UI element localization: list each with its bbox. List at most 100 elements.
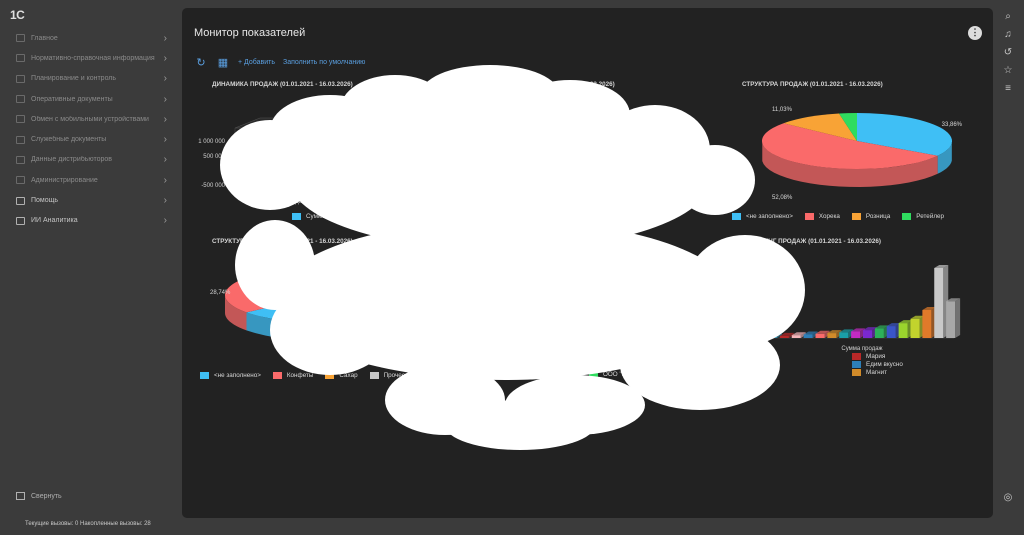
legend-label: Дизу <box>741 361 755 368</box>
sidebar: Главное › Нормативно-справочная информация… <box>0 28 175 231</box>
chart-4-title: СТРУКТУРА ПРОДАЖ (01.01.2021 - 16.03.202… <box>212 238 353 245</box>
toolbar: ↻ ▦ + Добавить Заполнить по умолчанию <box>194 56 365 69</box>
legend-swatch <box>538 213 547 220</box>
fill-default-button[interactable]: Заполнить по умолчанию <box>282 59 366 66</box>
legend-item[interactable]: Мария <box>852 353 962 360</box>
legend-item[interactable]: Попов С. А. <box>727 353 852 360</box>
nav-icon <box>16 135 25 144</box>
legend-item[interactable]: <не заполнено> <box>732 213 793 220</box>
legend-item[interactable]: Розница <box>851 213 890 220</box>
legend-item[interactable]: Мария <box>727 369 852 376</box>
bar-top <box>874 325 889 329</box>
legend-item[interactable]: Ретейлер <box>902 213 944 220</box>
sidebar-item-label: Помощь <box>31 197 59 205</box>
sidebar-item[interactable]: Оперативные документы › <box>0 89 175 109</box>
sidebar-item[interactable]: Нормативно-справочная информация › <box>0 48 175 68</box>
c1-area-top <box>300 112 415 120</box>
legend-label: Торговый дом "Тест" <box>508 362 568 369</box>
legend-item[interactable]: Магнит <box>852 369 962 376</box>
c1-ytick: 500 000 <box>203 154 225 160</box>
bar <box>863 330 872 338</box>
sidebar-item-label: ИИ Аналитика <box>31 217 78 225</box>
sidebar-collapse-button[interactable]: Свернуть <box>16 492 62 500</box>
sidebar-item[interactable]: Служебные документы › <box>0 129 175 149</box>
sidebar-item[interactable]: Администрирование › <box>0 170 175 190</box>
legend-item[interactable]: Сахар <box>325 372 358 379</box>
pie-slice <box>857 113 952 156</box>
bar-top <box>863 327 877 331</box>
legend-item[interactable]: Дублирование вторички <box>494 371 589 378</box>
sidebar-item[interactable]: Планирование и контроль › <box>0 69 175 89</box>
refresh-icon[interactable]: ↻ <box>196 57 206 69</box>
sidebar-item-label: Обмен с мобильными устройствами <box>31 115 149 123</box>
legend-swatch <box>494 362 503 369</box>
menu-icon[interactable]: ≡ <box>1005 83 1011 94</box>
legend-label: Мария <box>866 353 886 360</box>
legend-label: <не заполнено> <box>214 372 261 379</box>
chart-2-legend: Количество продаж (чеков) <box>538 213 632 220</box>
legend-swatch <box>902 213 912 220</box>
legend-swatch <box>727 361 736 368</box>
legend-label: <не заполнено> <box>746 213 793 220</box>
bar-top <box>506 341 546 346</box>
c2-bar <box>507 170 582 177</box>
legend-item[interactable]: Едим вкусно <box>852 361 962 368</box>
nav-icon <box>16 115 25 124</box>
search-icon[interactable]: ⌕ <box>1005 11 1011 22</box>
legend-swatch <box>272 372 282 379</box>
pie-slice <box>839 113 857 141</box>
chevron-right-icon: › <box>163 32 167 44</box>
legend-item[interactable]: ООО "Фотон" <box>589 362 699 369</box>
c1-xtick: янв. 2024 <box>383 176 389 200</box>
legend-item[interactable]: Дизу <box>727 361 852 368</box>
legend-label: Дублирование вторички <box>508 371 579 378</box>
kebab-icon[interactable]: ⋮ <box>968 26 982 40</box>
dashboard-panel: Монитор показателей ⋮ ↻ ▦ + Добавить Зап… <box>182 8 993 518</box>
bar <box>581 292 615 348</box>
star-icon[interactable]: ☆ <box>1003 65 1013 76</box>
y-tick: 500 000 <box>477 319 498 325</box>
sidebar-item-label: Нормативно-справочная информация <box>31 54 155 62</box>
c2-ytick: 0 <box>467 191 471 197</box>
legend-label: Прочее <box>383 372 406 379</box>
legend-item[interactable]: Торговый дом "Тест" <box>494 362 589 369</box>
c1-xtick: окт. 2023 <box>395 169 401 192</box>
user-icon[interactable]: ◎ <box>1003 492 1013 503</box>
legend-item[interactable]: Конфеты <box>272 372 314 379</box>
bar-top <box>922 307 937 310</box>
sidebar-item[interactable]: Обмен с мобильными устройствами › <box>0 109 175 129</box>
legend-item[interactable]: Хорека <box>804 213 840 220</box>
bell-icon[interactable]: ♫ <box>1004 29 1012 40</box>
sidebar-item[interactable]: Помощь › <box>0 190 175 210</box>
add-button[interactable]: + Добавить <box>238 59 275 66</box>
c1-xtick: июль <box>371 193 377 206</box>
sidebar-item[interactable]: Данные дистрибьюторов › <box>0 150 175 170</box>
settings-icon[interactable]: ▦ <box>217 57 229 69</box>
bar <box>910 318 920 338</box>
legend-item[interactable]: ООО "Грилл" <box>589 371 699 378</box>
collapse-label: Свернуть <box>31 492 62 500</box>
legend-item[interactable]: <не заполнено> <box>200 372 261 379</box>
bar-top <box>815 330 830 334</box>
sidebar-item[interactable]: ИИ Аналитика › <box>0 211 175 231</box>
y-tick: 1 500 000 <box>472 266 498 272</box>
legend-label: Конфеты <box>286 372 314 379</box>
chart-1: 1 000 000 500 000 0 -500 000 Сумма прода… <box>198 112 441 206</box>
history-icon[interactable]: ↺ <box>1003 47 1013 58</box>
c2-series <box>480 118 657 192</box>
legend-swatch <box>727 353 736 360</box>
bar <box>618 281 653 348</box>
sidebar-item-label: Главное <box>31 34 58 42</box>
chevron-right-icon: › <box>163 215 167 227</box>
sidebar-item-label: Планирование и контроль <box>31 75 117 83</box>
sidebar-item[interactable]: Главное › <box>0 28 175 48</box>
bar <box>886 326 896 338</box>
legend-swatch <box>589 362 598 369</box>
legend-item[interactable]: Прочее <box>369 372 406 379</box>
pie-label: 5,39% <box>260 266 278 272</box>
legend-item[interactable]: Количество продаж (чеков) <box>538 213 632 220</box>
chevron-right-icon: › <box>163 154 167 166</box>
legend-item[interactable]: Сумма продаж <box>292 213 349 220</box>
bar-side <box>652 277 659 348</box>
bar <box>922 310 932 338</box>
